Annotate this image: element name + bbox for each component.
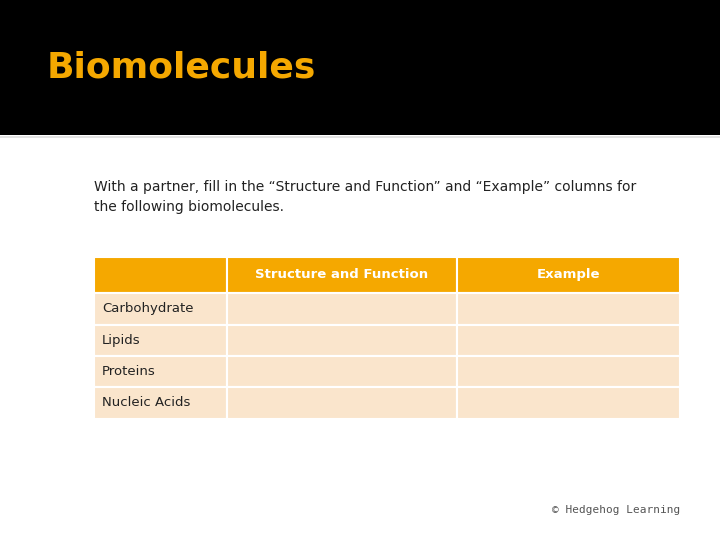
Text: With a partner, fill in the “Structure and Function” and “Example” columns for
t: With a partner, fill in the “Structure a…	[94, 180, 636, 214]
Text: Example: Example	[537, 268, 600, 281]
Text: Biomolecules: Biomolecules	[47, 51, 316, 84]
Text: © Hedgehog Learning: © Hedgehog Learning	[552, 505, 680, 515]
Text: Proteins: Proteins	[102, 365, 156, 378]
Text: Structure and Function: Structure and Function	[256, 268, 428, 281]
Text: Carbohydrate: Carbohydrate	[102, 302, 194, 315]
Text: Lipids: Lipids	[102, 334, 141, 347]
Text: Nucleic Acids: Nucleic Acids	[102, 396, 191, 409]
